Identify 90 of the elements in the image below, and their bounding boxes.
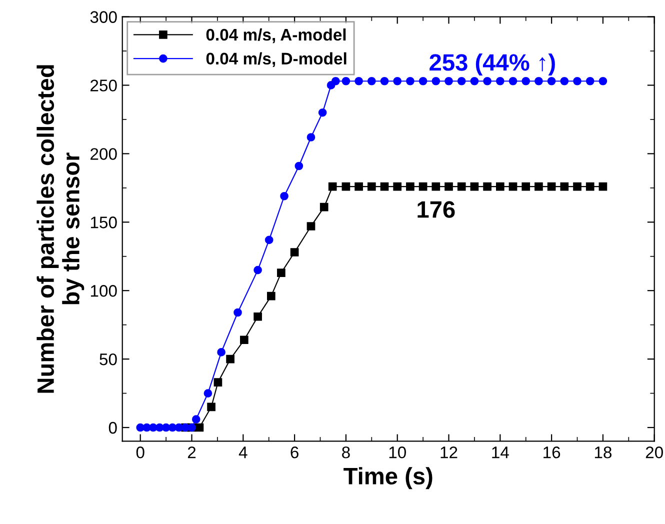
- point: [522, 76, 530, 86]
- point: [418, 76, 428, 86]
- point: [586, 76, 594, 86]
- point: [142, 423, 151, 432]
- point: [393, 182, 402, 191]
- annotation: 253 (44% ↑): [430, 53, 555, 76]
- x-tick-label: 14: [492, 446, 509, 458]
- y-tick-label: 0: [108, 422, 117, 434]
- point: [508, 182, 518, 191]
- point: [367, 76, 376, 86]
- point: [534, 76, 543, 86]
- point: [483, 182, 492, 191]
- point: [342, 76, 350, 86]
- point: [573, 76, 582, 86]
- point: [457, 76, 466, 86]
- point: [306, 133, 316, 142]
- point: [393, 76, 402, 86]
- x-tick-label: 16: [544, 446, 560, 458]
- x-tick-label: 20: [646, 446, 663, 458]
- point: [204, 389, 212, 398]
- annotation: 176: [418, 201, 455, 218]
- x-tick-label: 10: [389, 446, 406, 458]
- y-tick-label: 100: [90, 285, 117, 297]
- point: [534, 182, 543, 191]
- point: [290, 248, 299, 256]
- point: [367, 182, 376, 191]
- point: [342, 182, 350, 191]
- point: [328, 182, 337, 191]
- x-axis-title: Time (s): [344, 467, 432, 490]
- point: [306, 222, 316, 230]
- y-axis-title: Number of particles collected by the sensor: [36, 65, 84, 393]
- point: [418, 182, 428, 191]
- point: [470, 76, 479, 86]
- x-tick-label: 6: [290, 446, 298, 458]
- point: [560, 182, 569, 191]
- y-tick-label: 300: [90, 11, 117, 23]
- point: [318, 108, 327, 117]
- point: [267, 292, 276, 300]
- point: [496, 182, 504, 191]
- point: [234, 308, 242, 317]
- x-tick-label: 0: [136, 446, 144, 458]
- point: [380, 182, 389, 191]
- point: [573, 182, 582, 191]
- point: [586, 182, 594, 191]
- point: [444, 182, 453, 191]
- point: [406, 76, 414, 86]
- point: [457, 182, 466, 191]
- x-tick-label: 8: [342, 446, 350, 458]
- point: [240, 336, 248, 344]
- point: [217, 348, 226, 356]
- point: [320, 202, 328, 212]
- point: [277, 268, 286, 277]
- legend-label: 0.04 m/s, D-model: [206, 52, 346, 67]
- point: [496, 76, 504, 86]
- point: [547, 76, 556, 86]
- point: [254, 312, 262, 321]
- x-tick-label: 2: [188, 446, 196, 458]
- point: [598, 76, 608, 86]
- y-tick-label: 150: [90, 216, 117, 228]
- point: [207, 402, 216, 412]
- point: [547, 182, 556, 191]
- point: [226, 354, 234, 364]
- point: [254, 266, 262, 274]
- point: [470, 182, 479, 191]
- point: [214, 378, 222, 386]
- point: [522, 182, 530, 191]
- point: [195, 423, 204, 432]
- y-tick-label: 50: [100, 353, 117, 366]
- point: [560, 76, 569, 86]
- point: [354, 76, 363, 86]
- x-tick-label: 18: [594, 446, 612, 458]
- y-tick-label: 200: [90, 148, 117, 160]
- y-tick-label: 250: [90, 80, 117, 92]
- point: [332, 76, 340, 86]
- point: [444, 76, 453, 86]
- legend-label: 0.04 m/s, A-model: [206, 28, 346, 44]
- point: [380, 76, 389, 86]
- x-tick-label: 12: [440, 446, 458, 458]
- point: [508, 76, 518, 86]
- point: [483, 76, 492, 86]
- point: [192, 415, 200, 424]
- point: [354, 182, 363, 191]
- point: [294, 162, 304, 170]
- point: [406, 182, 414, 191]
- point: [598, 182, 608, 191]
- point: [280, 192, 288, 200]
- point: [432, 76, 440, 86]
- point: [432, 182, 440, 191]
- point: [264, 236, 274, 244]
- x-tick-label: 4: [238, 446, 248, 458]
